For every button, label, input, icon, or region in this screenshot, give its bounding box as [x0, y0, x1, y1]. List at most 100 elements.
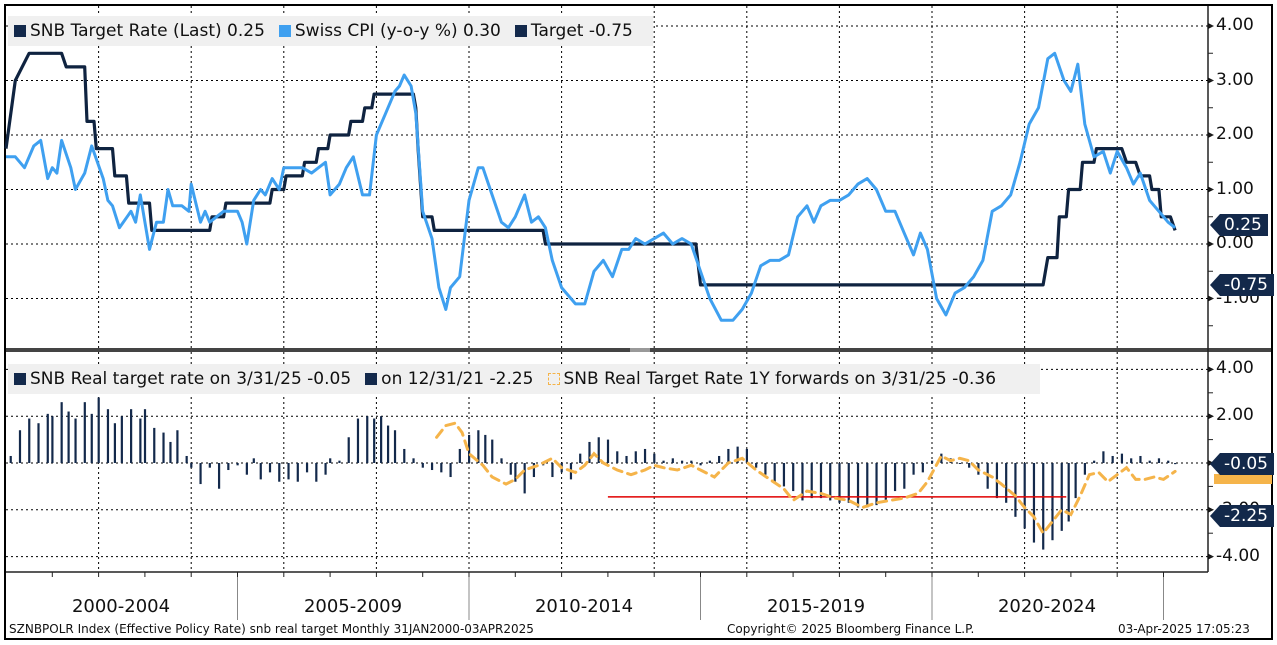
bar-real-target-rate: [551, 463, 554, 478]
x-period-label: 2005-2009: [303, 596, 403, 617]
bar-real-target-rate: [958, 463, 961, 464]
bar-real-target-rate: [296, 463, 299, 482]
bar-real-target-rate: [153, 427, 156, 463]
bar-real-target-rate: [477, 430, 480, 463]
bar-real-target-rate: [773, 463, 776, 482]
bar-real-target-rate: [393, 430, 397, 463]
bar-real-target-rate: [421, 463, 424, 468]
y-tick-label: 4.00: [1216, 358, 1254, 379]
bar-real-target-rate: [143, 409, 147, 463]
bar-real-target-rate: [745, 448, 748, 463]
bar-real-target-rate: [252, 458, 255, 463]
footer-source: SZNBPOLR Index (Effective Policy Rate) s…: [9, 622, 534, 636]
bar-real-target-rate: [875, 463, 878, 506]
bar-real-target-rate: [468, 434, 471, 463]
legend-swatch: [278, 25, 291, 37]
legend-item-forwards: SNB Real Target Rate 1Y forwards on 3/31…: [547, 369, 996, 389]
bar-real-target-rate: [190, 463, 193, 468]
bar-real-target-rate: [51, 416, 54, 463]
bar-real-target-rate: [278, 463, 281, 482]
bar-real-target-rate: [380, 416, 383, 463]
bar-real-target-rate: [67, 411, 70, 463]
bar-real-target-rate: [120, 416, 123, 463]
x-period-label: 2000-2004: [71, 596, 171, 617]
bar-real-target-rate: [1102, 451, 1105, 463]
bar-real-target-rate: [1174, 463, 1177, 465]
series-line-target-rate: [4, 51, 1177, 287]
bar-real-target-rate: [671, 458, 674, 463]
bar-real-target-rate: [764, 463, 767, 475]
bar-real-target-rate: [449, 463, 452, 478]
bar-real-target-rate: [893, 463, 897, 492]
legend-item-swiss-cpi: Swiss CPI (y-o-y %) 0.30: [278, 21, 501, 41]
panel-resize-grip: [630, 348, 650, 352]
bar-real-target-rate: [430, 463, 434, 471]
bar-real-target-rate: [736, 446, 739, 463]
bar-real-target-rate: [199, 463, 202, 485]
bar-real-target-rate: [458, 448, 461, 463]
bar-real-target-rate: [356, 418, 360, 463]
bar-real-target-rate: [1157, 458, 1161, 463]
bar-real-target-rate: [968, 463, 971, 468]
series-line-forwards: [435, 421, 1177, 536]
bar-real-target-rate: [484, 434, 487, 463]
legend-swatch: [14, 373, 26, 385]
legend-item-target-rate: SNB Target Rate (Last) 0.25: [14, 21, 265, 41]
bar-real-target-rate: [491, 439, 494, 463]
bar-real-target-rate: [921, 463, 924, 473]
bar-real-target-rate: [801, 463, 804, 501]
bar-real-target-rate: [169, 441, 172, 463]
bar-real-target-rate: [588, 441, 591, 463]
bar-real-target-rate: [90, 413, 93, 463]
bar-real-target-rate: [662, 460, 665, 463]
bar-real-target-rate: [1120, 453, 1124, 463]
bar-real-target-rate: [755, 463, 758, 468]
bar-real-target-rate: [139, 418, 142, 463]
legend-label: Swiss CPI (y-o-y %) 0.30: [294, 21, 501, 41]
bar-real-target-rate: [329, 458, 332, 463]
bar-real-target-rate: [699, 463, 702, 466]
bar-real-target-rate: [532, 463, 536, 478]
legend-label: SNB Real target rate on 3/31/25 -0.05: [30, 369, 352, 389]
bar-real-target-rate: [37, 423, 40, 463]
legend-label: Target -0.75: [530, 21, 633, 41]
bar-real-target-rate: [46, 413, 49, 463]
bar-real-target-rate: [653, 453, 656, 463]
legend-swatch: [365, 373, 378, 385]
bar-real-target-rate: [162, 432, 165, 463]
bar-real-target-rate: [1074, 463, 1077, 499]
bar-real-target-rate: [97, 397, 100, 463]
bar-real-target-rate: [634, 451, 637, 463]
bar-real-target-rate: [1167, 460, 1170, 463]
bar-real-target-rate: [338, 460, 341, 463]
bar-real-target-rate: [643, 448, 647, 463]
bar-real-target-rate: [287, 463, 290, 480]
bar-real-target-rate: [690, 460, 693, 463]
bar-real-target-rate: [514, 463, 517, 482]
bar-real-target-rate: [500, 458, 503, 463]
bar-real-target-rate: [347, 437, 350, 463]
bar-real-target-rate: [1139, 455, 1142, 463]
bar-real-target-rate: [625, 455, 628, 463]
legend-swatch: [547, 373, 560, 385]
bar-real-target-rate: [106, 409, 110, 463]
legend-label: SNB Target Rate (Last) 0.25: [30, 21, 265, 41]
bar-real-target-rate: [579, 453, 582, 463]
bar-real-target-rate: [819, 463, 823, 499]
bar-real-target-rate: [616, 451, 619, 463]
legend-item-real-2021: on 12/31/21 -2.25: [365, 369, 534, 389]
bar-real-target-rate: [130, 409, 133, 463]
footer-copyright: Copyright© 2025 Bloomberg Finance L.P.: [727, 622, 975, 636]
bar-real-target-rate: [1005, 463, 1008, 503]
y-tick-label: 0.00: [1216, 233, 1254, 253]
bottom-legend: SNB Real target rate on 3/31/25 -0.05 on…: [8, 364, 1041, 394]
bar-real-target-rate: [217, 463, 221, 489]
y-tick-label: 4.00: [1216, 15, 1254, 35]
series-line-swiss-cpi: [6, 51, 1177, 322]
bar-real-target-rate: [18, 430, 22, 463]
y-tick-label: 1.00: [1216, 178, 1254, 199]
bar-real-target-rate: [1032, 463, 1036, 543]
legend-item-real-target-rate: SNB Real target rate on 3/31/25 -0.05: [14, 369, 351, 389]
top-legend: SNB Target Rate (Last) 0.25 Swiss CPI (y…: [8, 16, 653, 46]
